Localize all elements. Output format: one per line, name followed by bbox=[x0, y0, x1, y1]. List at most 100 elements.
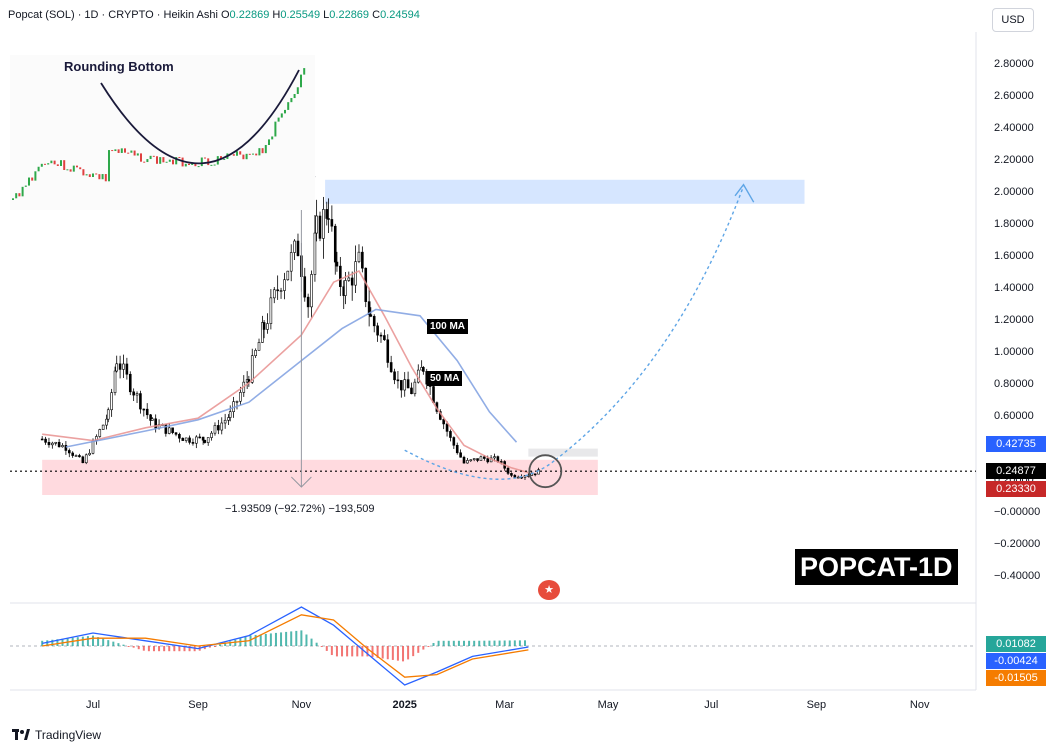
candle bbox=[266, 323, 269, 330]
inset-candle bbox=[56, 164, 59, 166]
currency-button[interactable]: USD bbox=[992, 8, 1034, 32]
macd-histogram-bar bbox=[132, 646, 135, 648]
candle bbox=[293, 240, 296, 253]
macd-histogram-bar bbox=[341, 646, 344, 657]
macd-histogram-bar bbox=[351, 646, 354, 657]
macd-histogram-bar bbox=[224, 642, 227, 646]
candle bbox=[64, 445, 68, 451]
macd-histogram-bar bbox=[46, 640, 49, 646]
x-tick-label: Mar bbox=[495, 699, 514, 711]
macd-histogram-bar bbox=[117, 643, 120, 646]
y-tick-label: 2.80000 bbox=[994, 58, 1034, 70]
inset-candle bbox=[140, 153, 142, 162]
inset-candle bbox=[31, 177, 34, 181]
macd-histogram-bar bbox=[483, 640, 486, 646]
candle bbox=[462, 456, 466, 464]
candle bbox=[61, 445, 64, 448]
interval[interactable]: 1D bbox=[84, 9, 99, 21]
candle bbox=[466, 460, 469, 464]
candle bbox=[523, 475, 527, 478]
y-tick-label: 0.60000 bbox=[994, 410, 1034, 422]
rounding-bottom-curve bbox=[404, 449, 556, 480]
candle bbox=[452, 437, 456, 446]
inset-candle bbox=[197, 166, 200, 168]
inset-candle bbox=[248, 153, 251, 155]
macd-histogram-bar bbox=[381, 646, 384, 659]
candle bbox=[533, 473, 537, 476]
macd-histogram-bar bbox=[127, 646, 130, 647]
inset-candle bbox=[172, 159, 174, 165]
ma100-price-badge: 0.42735 bbox=[986, 436, 1046, 452]
candle bbox=[57, 441, 61, 448]
macd-histogram-bar bbox=[330, 646, 333, 656]
macd-histogram-bar bbox=[427, 646, 430, 647]
low-label: L bbox=[323, 9, 330, 21]
candle bbox=[206, 437, 210, 443]
inset-candle bbox=[258, 148, 261, 156]
inset-candle bbox=[21, 186, 24, 197]
candle bbox=[106, 409, 110, 420]
candle bbox=[91, 440, 95, 454]
inset-candle bbox=[143, 161, 146, 163]
candle bbox=[78, 455, 81, 458]
candle bbox=[350, 277, 354, 286]
inset-candle bbox=[152, 155, 155, 157]
candle bbox=[51, 442, 54, 446]
inset-candle bbox=[303, 68, 306, 75]
inset-candle bbox=[178, 157, 181, 159]
macd-histogram-bar bbox=[473, 640, 476, 646]
candle bbox=[327, 218, 330, 220]
inset-curve bbox=[100, 69, 300, 165]
candle bbox=[88, 452, 91, 456]
candle bbox=[250, 355, 254, 383]
macd-histogram-bar bbox=[152, 646, 155, 652]
inset-candle bbox=[24, 185, 27, 187]
macd-histogram-bar bbox=[300, 630, 303, 646]
inset-candle bbox=[245, 153, 248, 160]
candle bbox=[181, 437, 185, 441]
x-tick-label: May bbox=[598, 699, 619, 711]
candle bbox=[261, 322, 264, 343]
macd-histogram-bar bbox=[41, 640, 44, 646]
macd-histogram-bar bbox=[335, 646, 338, 657]
candle bbox=[289, 252, 293, 272]
candle bbox=[403, 379, 407, 391]
macd-histogram-bar bbox=[391, 646, 394, 660]
symbol-name[interactable]: Popcat (SOL) bbox=[8, 9, 75, 21]
inset-candle bbox=[82, 169, 85, 176]
candle bbox=[396, 379, 400, 382]
inset-candle bbox=[293, 94, 296, 99]
inset-candle bbox=[72, 165, 75, 172]
inset-candle bbox=[37, 166, 40, 172]
y-tick-label: 2.20000 bbox=[994, 154, 1034, 166]
macd-histogram-bar bbox=[97, 637, 100, 646]
inset-candle bbox=[104, 174, 107, 182]
candle bbox=[118, 363, 122, 370]
inset-candle bbox=[12, 198, 14, 200]
candle bbox=[330, 219, 334, 227]
macd-histogram-bar bbox=[366, 646, 369, 657]
candle bbox=[125, 363, 129, 375]
inset-candle bbox=[98, 174, 101, 180]
candle bbox=[469, 459, 473, 462]
candle bbox=[361, 251, 364, 269]
macd-histogram-bar bbox=[269, 633, 272, 646]
inset-candle bbox=[159, 157, 162, 164]
inset-candle bbox=[236, 151, 238, 156]
macd-histogram-bar bbox=[457, 640, 460, 646]
inset-candle bbox=[40, 163, 43, 167]
inset-candle bbox=[165, 161, 168, 163]
us-flag-icon[interactable]: ★ bbox=[538, 580, 560, 600]
candle bbox=[40, 438, 44, 441]
candle bbox=[486, 458, 490, 463]
macd-histogram-bar bbox=[183, 646, 186, 652]
macd-histogram-bar bbox=[280, 632, 283, 646]
macd-histogram-bar bbox=[51, 639, 54, 646]
macd-histogram-bar bbox=[295, 630, 298, 646]
candle bbox=[220, 422, 224, 431]
inset-candle bbox=[200, 157, 203, 167]
y-tick-label: −0.00000 bbox=[994, 506, 1040, 518]
candle bbox=[315, 215, 318, 234]
tradingview-logo[interactable]: TradingView bbox=[12, 728, 101, 742]
